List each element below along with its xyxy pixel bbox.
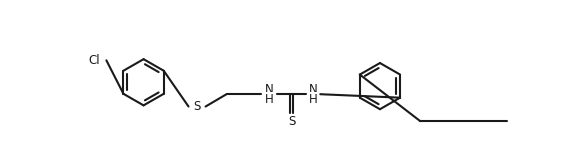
Text: H: H: [265, 93, 273, 106]
Text: S: S: [288, 115, 295, 128]
Text: N: N: [309, 83, 317, 96]
Text: Cl: Cl: [89, 54, 100, 67]
Text: H: H: [309, 93, 317, 106]
Text: N: N: [265, 83, 273, 96]
Text: S: S: [193, 100, 201, 113]
